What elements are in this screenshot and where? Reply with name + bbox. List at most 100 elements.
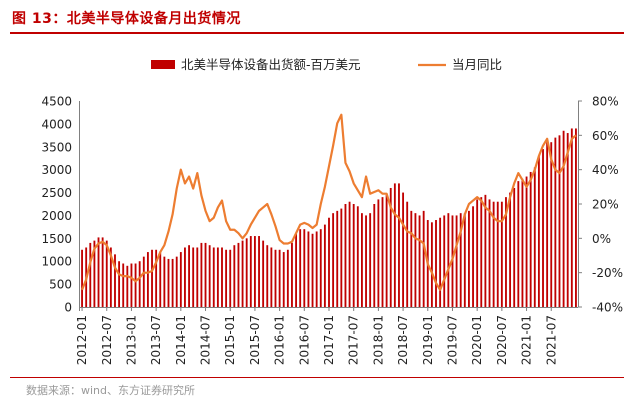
bar — [447, 213, 450, 307]
left-tick-label: 2000 — [41, 209, 72, 223]
bar — [245, 238, 248, 307]
bar — [393, 183, 396, 307]
bar — [196, 247, 199, 307]
right-tick-label: 60% — [592, 129, 619, 143]
left-tick-label: 0 — [64, 301, 72, 315]
bar — [406, 201, 409, 307]
x-tick-label: 2021-07 — [544, 315, 558, 365]
bar — [237, 242, 240, 307]
bar — [336, 210, 339, 307]
bar — [492, 201, 495, 307]
bar — [122, 263, 125, 307]
bar — [262, 240, 265, 307]
bar — [89, 242, 92, 307]
bar — [365, 215, 367, 307]
bar — [344, 204, 347, 307]
bar — [270, 247, 273, 307]
bar — [278, 249, 281, 307]
bar — [385, 194, 388, 307]
bar — [521, 178, 524, 307]
right-tick-label: -40% — [592, 301, 623, 315]
bar — [496, 201, 499, 307]
x-tick-label: 2020-01 — [470, 315, 484, 365]
bar — [369, 213, 372, 307]
bar — [241, 240, 244, 307]
bar — [97, 237, 100, 307]
legend-bar-label: 北美半导体设备出货额-百万美元 — [181, 57, 361, 72]
x-tick-label: 2015-01 — [223, 315, 237, 365]
bar — [286, 249, 289, 307]
bar — [459, 213, 462, 307]
bar — [81, 249, 83, 307]
bar — [455, 215, 458, 307]
bar — [389, 187, 392, 307]
right-tick-label: 80% — [592, 95, 619, 109]
bar — [159, 252, 162, 307]
bar — [410, 210, 413, 307]
bar — [274, 249, 277, 307]
bar — [525, 176, 528, 307]
yoy-line — [81, 113, 577, 291]
x-tick-label: 2012-07 — [100, 315, 114, 365]
bar — [221, 247, 223, 307]
bar — [155, 249, 158, 307]
bar — [418, 215, 421, 307]
bar — [225, 249, 228, 307]
bar — [542, 149, 544, 307]
bar — [258, 236, 260, 307]
bar — [439, 217, 442, 307]
bar — [126, 265, 129, 307]
bar — [179, 252, 182, 307]
bar — [435, 220, 437, 307]
bar — [315, 231, 318, 307]
data-source: 数据来源：wind、东方证券研究所 — [26, 384, 196, 397]
bar — [204, 242, 207, 307]
right-tick-label: 0% — [592, 232, 611, 246]
bar — [402, 192, 405, 307]
bar — [513, 187, 516, 307]
x-axis-ticks: 2012-01 2012-07 2013-01 2013-07 2014-01 2014-… — [75, 307, 558, 365]
bar — [480, 197, 483, 307]
bar — [533, 167, 536, 307]
left-tick-label: 1500 — [41, 232, 72, 246]
bar — [253, 236, 256, 307]
bar — [212, 247, 215, 307]
bar — [505, 197, 507, 307]
left-axis-ticks: 0 500 1000 1500 2000 2500 3000 3500 4000 4500 — [41, 95, 72, 315]
left-tick-label: 4500 — [41, 95, 72, 109]
bar — [93, 240, 96, 307]
bar — [307, 231, 310, 307]
x-tick-label: 2014-07 — [199, 315, 213, 365]
bar — [575, 128, 577, 307]
x-tick-label: 2013-01 — [124, 315, 138, 365]
bar — [517, 181, 520, 307]
bar — [134, 263, 137, 307]
right-axis-ticks: -40% -20% 0% 20% 40% 60% 80% — [578, 95, 623, 315]
x-tick-label: 2015-07 — [248, 315, 262, 365]
bar — [208, 245, 211, 307]
bar — [356, 206, 359, 307]
bar — [163, 256, 166, 307]
bar — [554, 137, 557, 307]
x-tick-label: 2020-07 — [495, 315, 509, 365]
bar — [361, 213, 363, 307]
bar — [430, 222, 433, 307]
bar — [282, 252, 285, 307]
legend: 北美半导体设备出货额-百万美元 当月同比 — [151, 57, 502, 72]
bar — [468, 210, 470, 307]
legend-line-label: 当月同比 — [452, 57, 502, 72]
bar — [216, 247, 219, 307]
bar — [303, 229, 306, 307]
bar — [323, 224, 326, 307]
bar — [151, 249, 153, 307]
bar — [352, 204, 355, 307]
title-rule — [10, 32, 624, 34]
bar — [562, 130, 565, 307]
x-tick-label: 2016-07 — [297, 315, 311, 365]
bar — [249, 236, 252, 307]
bar — [484, 194, 487, 307]
bar — [377, 199, 380, 307]
left-tick-label: 1000 — [41, 255, 72, 269]
bar — [328, 217, 330, 307]
x-tick-label: 2021-01 — [520, 315, 534, 365]
